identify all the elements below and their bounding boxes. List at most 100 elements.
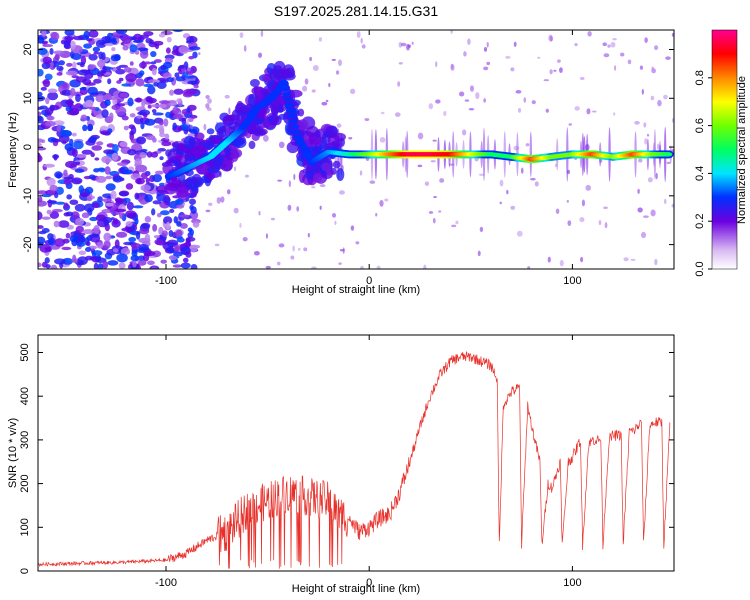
noise-blob — [483, 66, 489, 71]
noise-blob — [134, 97, 143, 103]
noise-blob — [63, 40, 71, 49]
colorbar: 0.0 0.2 0.4 0.6 0.8 Normalized spectral ampl… — [694, 29, 748, 277]
noise-blob — [140, 200, 147, 205]
noise-blob — [334, 220, 337, 225]
noise-blob — [361, 44, 366, 49]
colorbar-label: Normalized spectral amplitude — [736, 76, 748, 224]
noise-blob — [86, 197, 93, 202]
ridge-halo — [246, 124, 256, 133]
noise-blob — [438, 210, 442, 213]
streak — [529, 131, 533, 178]
noise-blob — [623, 257, 629, 262]
noise-blob — [650, 95, 655, 101]
noise-blob — [417, 164, 423, 168]
noise-blob — [38, 47, 48, 56]
noise-blob — [72, 35, 85, 41]
noise-blob — [178, 46, 189, 54]
noise-blob — [153, 234, 160, 239]
noise-blob — [604, 222, 608, 229]
noise-blob — [173, 113, 184, 120]
ridge-halo — [283, 72, 296, 81]
noise-blob — [91, 250, 103, 256]
noise-blob — [101, 109, 109, 118]
noise-blob — [193, 84, 199, 89]
noise-blob — [644, 37, 648, 44]
noise-blob — [104, 99, 111, 107]
noise-blob — [188, 116, 194, 123]
noise-blob — [364, 118, 370, 121]
noise-blob — [579, 217, 585, 223]
snr-x-label: Height of straight line (km) — [292, 583, 420, 595]
noise-blob — [103, 208, 110, 213]
noise-blob — [168, 255, 178, 261]
noise-blob — [75, 76, 87, 83]
noise-blob — [41, 261, 48, 268]
noise-blob — [520, 167, 524, 174]
noise-blob — [319, 205, 322, 210]
noise-blob — [115, 68, 126, 75]
noise-blob — [293, 173, 296, 181]
noise-blob — [171, 232, 177, 238]
noise-blob — [574, 106, 580, 111]
noise-blob — [103, 232, 112, 242]
noise-blob — [152, 112, 164, 116]
noise-blob — [49, 47, 54, 55]
noise-blob — [580, 256, 584, 263]
noise-blob — [172, 264, 183, 268]
noise-blob — [591, 110, 597, 113]
colorbar-tick-label: 0.0 — [694, 261, 706, 276]
noise-blob — [59, 129, 72, 138]
noise-blob — [104, 166, 111, 175]
noise-blob — [118, 64, 129, 68]
ridge-core — [292, 129, 301, 135]
noise-blob — [483, 47, 488, 52]
noise-blob — [121, 83, 132, 87]
noise-blob — [557, 59, 561, 63]
noise-blob — [115, 66, 122, 70]
noise-blob — [172, 106, 180, 115]
noise-blob — [152, 200, 162, 205]
ridge-halo — [245, 103, 254, 110]
noise-blob — [72, 61, 77, 70]
noise-blob — [101, 198, 113, 202]
noise-blob — [187, 80, 198, 85]
noise-blob — [71, 148, 78, 158]
noise-blob — [136, 115, 143, 119]
noise-blob — [49, 211, 60, 219]
noise-blob — [45, 97, 50, 105]
noise-blob — [224, 94, 230, 99]
noise-blob — [161, 141, 172, 147]
noise-blob — [79, 87, 89, 91]
noise-blob — [53, 138, 61, 143]
noise-blob — [165, 47, 171, 54]
noise-blob — [265, 233, 269, 239]
noise-blob — [603, 53, 610, 58]
noise-blob — [49, 185, 59, 192]
noise-blob — [38, 262, 42, 268]
noise-blob — [527, 266, 531, 269]
y-tick-label: 200 — [19, 474, 31, 492]
noise-blob — [113, 218, 119, 225]
noise-blob — [88, 30, 99, 38]
noise-blob — [603, 206, 608, 209]
noise-blob — [239, 222, 242, 228]
noise-blob — [38, 138, 44, 143]
noise-blob — [214, 243, 220, 247]
ridge-halo — [277, 104, 284, 113]
noise-blob — [450, 63, 454, 69]
noise-blob — [506, 189, 509, 195]
ridge-halo — [325, 125, 338, 137]
noise-blob — [477, 250, 481, 257]
noise-blob — [296, 206, 300, 212]
y-tick-label: 100 — [19, 518, 31, 536]
noise-blob — [122, 169, 133, 175]
y-tick-label: 300 — [19, 431, 31, 449]
noise-blob — [74, 154, 87, 158]
noise-blob — [173, 216, 178, 224]
noise-blob — [87, 64, 95, 70]
noise-blob — [158, 182, 166, 187]
noise-blob — [75, 93, 81, 103]
noise-blob — [74, 104, 81, 109]
ridge-halo — [336, 167, 345, 182]
ridge-halo — [205, 171, 216, 181]
